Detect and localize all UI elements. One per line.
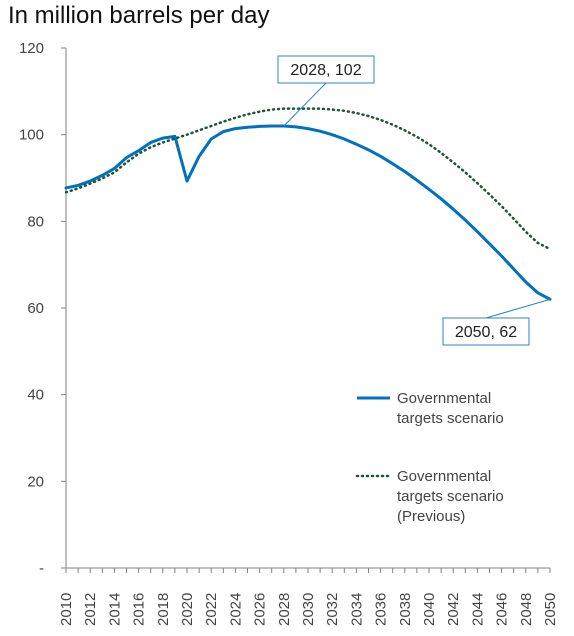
- legend-label-1: Governmental targets scenario: [397, 390, 504, 427]
- chart-title: In million barrels per day: [8, 2, 270, 29]
- y-tick-label: 40: [27, 387, 44, 404]
- callout-leader-2: [485, 298, 551, 319]
- y-tick-label: 80: [27, 213, 44, 230]
- x-tick-label: 2048: [518, 593, 535, 626]
- y-tick-label: 100: [19, 127, 44, 144]
- legend-label-2: Governmental targets scenario (Previous): [397, 468, 504, 525]
- x-tick-label: 2046: [494, 593, 511, 626]
- y-tick-label: 60: [27, 300, 44, 317]
- callout-leader-1: [283, 82, 327, 127]
- series-line-1: [64, 124, 552, 301]
- x-tick-label: 2032: [324, 593, 341, 626]
- callout-box-2: [442, 317, 530, 346]
- x-tick-label: 2040: [421, 593, 438, 626]
- x-tick-label: 2016: [131, 593, 148, 626]
- x-tick-label: 2012: [82, 593, 99, 626]
- x-tick-label: 2028: [276, 593, 293, 626]
- x-tick-label: 2020: [179, 593, 196, 626]
- x-tick-label: 2038: [397, 593, 414, 626]
- series-line-2: [64, 107, 552, 251]
- callout-box-1: [277, 55, 375, 84]
- x-tick-label: 2050: [542, 593, 559, 626]
- y-tick-label: -: [39, 560, 44, 577]
- y-tick-label: 120: [19, 40, 44, 57]
- x-tick-label: 2022: [203, 593, 220, 626]
- x-tick-label: 2030: [300, 593, 317, 626]
- x-tick-label: 2018: [155, 593, 172, 626]
- callout-label-1: 2028, 102: [290, 62, 361, 79]
- x-tick-label: 2036: [373, 593, 390, 626]
- x-tick-label: 2026: [252, 593, 269, 626]
- y-tick-label: 20: [27, 473, 44, 490]
- x-tick-label: 2014: [106, 593, 123, 626]
- x-tick-label: 2044: [469, 593, 486, 626]
- callout-label-2: 2050, 62: [455, 324, 517, 341]
- x-tick-label: 2034: [348, 593, 365, 626]
- x-tick-label: 2042: [445, 593, 462, 626]
- x-tick-label: 2024: [227, 593, 244, 626]
- x-tick-label: 2010: [58, 593, 75, 626]
